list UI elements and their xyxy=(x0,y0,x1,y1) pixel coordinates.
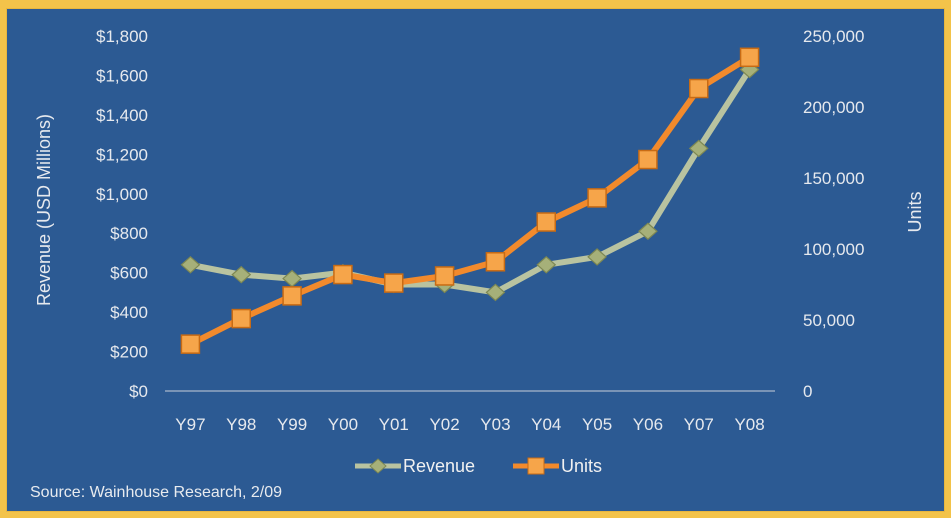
left-tick-label: $1,000 xyxy=(96,185,148,204)
revenue-legend-label: Revenue xyxy=(403,456,475,476)
units-point xyxy=(384,273,404,293)
revenue-point xyxy=(231,265,252,284)
units-point xyxy=(689,78,709,99)
units-point xyxy=(536,212,556,232)
left-tick-label: $1,600 xyxy=(96,66,148,85)
left-axis-ticks: $0 $200 $400 $600 $800 $1,000 $1,200 $1,400 $1,6… xyxy=(96,27,148,401)
units-point xyxy=(231,308,251,329)
left-tick-label: $200 xyxy=(110,343,148,362)
x-tick-label: Y02 xyxy=(429,415,459,434)
left-tick-label: $600 xyxy=(110,264,148,283)
right-tick-label: 50,000 xyxy=(803,311,855,330)
units-legend-marker xyxy=(527,457,545,475)
series-group xyxy=(180,47,760,354)
x-axis-ticks: Y97 Y98 Y99 Y00 Y01 Y02 Y03 Y04 Y05 Y06 Y07 Y08 xyxy=(175,415,764,434)
units-point xyxy=(180,334,201,354)
revenue-point xyxy=(638,222,658,241)
x-tick-label: Y97 xyxy=(175,415,205,434)
x-tick-label: Y03 xyxy=(480,415,510,434)
x-tick-label: Y05 xyxy=(582,415,612,434)
right-tick-label: 200,000 xyxy=(803,98,864,117)
right-tick-label: 150,000 xyxy=(803,169,864,188)
units-point xyxy=(282,286,302,306)
revenue-point xyxy=(688,139,709,158)
legend: Revenue Units xyxy=(355,456,602,476)
revenue-point xyxy=(282,269,302,288)
x-tick-label: Y08 xyxy=(734,415,764,434)
revenue-point xyxy=(180,255,201,274)
right-axis-title: Units xyxy=(905,191,925,232)
left-tick-label: $1,800 xyxy=(96,27,148,46)
units-point xyxy=(739,47,760,68)
chart-frame xyxy=(6,8,945,512)
x-tick-label: Y99 xyxy=(277,415,307,434)
x-tick-label: Y06 xyxy=(633,415,663,434)
x-tick-label: Y98 xyxy=(226,415,256,434)
units-point xyxy=(333,264,353,285)
right-tick-label: 0 xyxy=(803,382,812,401)
revenue-legend-marker xyxy=(369,458,387,474)
x-tick-label: Y00 xyxy=(328,415,358,434)
right-tick-label: 100,000 xyxy=(803,240,864,259)
source-note: Source: Wainhouse Research, 2/09 xyxy=(30,484,282,501)
left-tick-label: $800 xyxy=(110,224,148,243)
units-point xyxy=(434,266,455,286)
x-tick-label: Y01 xyxy=(379,415,409,434)
x-tick-label: Y07 xyxy=(684,415,714,434)
left-tick-label: $1,400 xyxy=(96,106,148,125)
right-axis-ticks: 0 50,000 100,000 150,000 200,000 250,000 xyxy=(803,27,864,401)
revenue-point xyxy=(536,255,557,274)
left-tick-label: $0 xyxy=(129,382,148,401)
units-point xyxy=(485,252,506,272)
revenue-line xyxy=(187,66,753,296)
revenue-point xyxy=(587,248,607,266)
left-tick-label: $1,200 xyxy=(96,145,148,164)
units-legend-label: Units xyxy=(561,456,602,476)
units-point xyxy=(638,149,658,170)
units-point xyxy=(587,188,607,208)
left-tick-label: $400 xyxy=(110,303,148,322)
revenue-point xyxy=(485,283,506,302)
left-axis-title: Revenue (USD Millions) xyxy=(34,114,54,306)
x-tick-label: Y04 xyxy=(531,415,561,434)
right-tick-label: 250,000 xyxy=(803,27,864,46)
